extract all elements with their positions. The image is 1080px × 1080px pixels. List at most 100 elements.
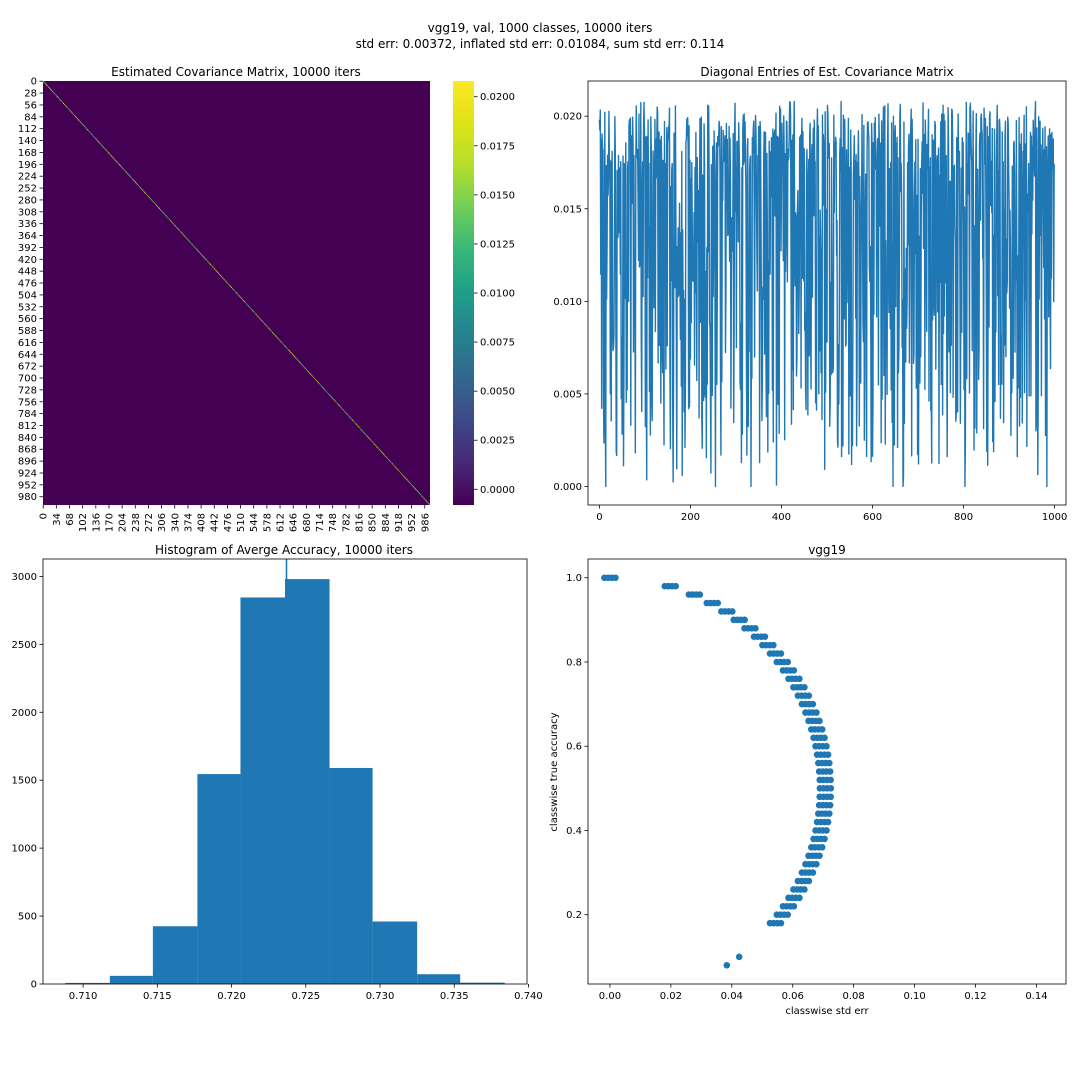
- heatmap-diagonal-cell: [98, 142, 100, 143]
- heatmap-diagonal-cell: [297, 359, 299, 361]
- heatmap-diagonal-cell: [172, 222, 174, 224]
- heatmap-diagonal-cell: [65, 105, 67, 107]
- diagonal-entries-line: [598, 100, 1055, 488]
- histogram-y-tick-label: 1500: [12, 776, 37, 787]
- heatmap-diagonal-cell: [134, 181, 136, 182]
- histogram-y-tick-label: 1000: [12, 844, 37, 855]
- scatter-title: vgg19: [808, 543, 846, 557]
- histogram-bar: [240, 597, 285, 984]
- scatter-y-tick-label: 0.4: [566, 826, 582, 837]
- heatmap-diagonal-cell: [143, 191, 145, 193]
- heatmap-y-tick-label: 840: [18, 433, 37, 444]
- heatmap-diagonal-cell: [56, 95, 58, 97]
- heatmap-diagonal-cell: [59, 98, 61, 100]
- heatmap-diagonal-cell: [109, 153, 111, 155]
- heatmap-diagonal-cell: [108, 152, 109, 154]
- heatmap-diagonal-cell: [231, 287, 233, 289]
- heatmap-diagonal-cell: [187, 239, 189, 241]
- heatmap-diagonal-cell: [400, 472, 402, 474]
- scatter-point: [809, 700, 817, 708]
- heatmap-diagonal-cell: [203, 257, 205, 259]
- heatmap-diagonal-cell: [333, 399, 335, 400]
- scatter-panel: vgg19 classwise std err classwise true a…: [549, 543, 1067, 1017]
- heatmap-x-tick-label: 850: [368, 513, 379, 532]
- heatmap-diagonal-cell: [169, 219, 171, 221]
- heatmap-diagonal-cell: [336, 402, 338, 404]
- heatmap-diagonal-cell: [417, 491, 419, 493]
- heatmap-diagonal-cell: [222, 277, 224, 279]
- heatmap-diagonal-cell: [358, 426, 360, 428]
- heatmap-diagonal-cell: [138, 185, 140, 187]
- scatter-point: [826, 768, 834, 775]
- heatmap-diagonal-cell: [106, 150, 108, 152]
- figure-suptitle: vgg19, val, 1000 classes, 10000 iters st…: [0, 20, 1080, 52]
- heatmap-diagonal-cell: [183, 234, 184, 236]
- heatmap-y-tick-label: 784: [18, 409, 37, 420]
- heatmap-diagonal-cell: [126, 172, 128, 174]
- heatmap-diagonal-cell: [292, 354, 294, 355]
- heatmap-diagonal-cell: [186, 237, 188, 239]
- heatmap-diagonal-cell: [93, 136, 95, 138]
- heatmap-diagonal-cell: [342, 409, 344, 411]
- heatmap-diagonal-cell: [71, 112, 73, 114]
- heatmap-diagonal-cell: [402, 475, 404, 477]
- scatter-point: [821, 734, 828, 742]
- scatter-x-tick-label: 0.02: [660, 991, 682, 1002]
- heatmap-diagonal-cell: [258, 316, 260, 318]
- heatmap-y-tick-label: 952: [18, 480, 37, 491]
- heatmap-x-tick-label: 986: [420, 513, 431, 532]
- heatmap-diagonal-cell: [365, 434, 367, 436]
- heatmap-diagonal-cell: [225, 281, 227, 283]
- heatmap-diagonal-cell: [291, 353, 293, 355]
- scatter-point: [813, 860, 820, 868]
- scatter-point: [777, 919, 785, 927]
- heatmap-diagonal-cell: [205, 259, 207, 260]
- heatmap-diagonal-cell: [267, 326, 269, 328]
- scatter-point: [827, 776, 834, 784]
- heatmap-diagonal-cell: [307, 371, 309, 372]
- heatmap-diagonal-cell: [399, 471, 401, 473]
- heatmap-diagonal-cell: [212, 266, 214, 268]
- heatmap-diagonal-cell: [248, 306, 250, 308]
- heatmap-diagonal-cell: [412, 486, 414, 488]
- colorbar-tick-label: 0.0100: [480, 289, 515, 300]
- scatter-y-tick-label: 0.2: [566, 910, 582, 921]
- heatmap-diagonal-cell: [304, 367, 306, 369]
- colorbar-tick-label: 0.0000: [480, 485, 515, 496]
- heatmap-diagonal-cell: [220, 275, 222, 277]
- scatter-point: [741, 616, 748, 624]
- heatmap-diagonal-cell: [334, 399, 335, 401]
- heatmap-diagonal-cell: [121, 167, 123, 169]
- histogram-x-tick-label: 0.735: [440, 991, 469, 1002]
- heatmap-diagonal-cell: [415, 488, 417, 490]
- heatmap-diagonal-cell: [216, 270, 218, 272]
- heatmap-x-tick-label: 306: [157, 513, 168, 532]
- heatmap-diagonal-cell: [328, 393, 330, 395]
- heatmap-y-tick-label: 168: [18, 148, 37, 159]
- heatmap-diagonal-cell: [259, 318, 261, 320]
- heatmap-diagonal-cell: [377, 447, 379, 449]
- heatmap-diagonal-cell: [419, 493, 421, 495]
- heatmap-diagonal-cell: [279, 340, 281, 342]
- heatmap-diagonal-cell: [345, 412, 347, 414]
- heatmap-diagonal-cell: [269, 329, 271, 331]
- heatmap-diagonal-cell: [87, 129, 89, 131]
- heatmap-diagonal-cell: [145, 192, 147, 194]
- heatmap-diagonal-cell: [423, 498, 425, 500]
- heatmap-diagonal-cell: [123, 169, 125, 171]
- scatter-point: [824, 751, 832, 758]
- scatter-axes-frame: [587, 558, 1067, 985]
- heatmap-diagonal-cell: [350, 417, 352, 419]
- heatmap-diagonal-cell: [160, 209, 162, 211]
- heatmap-diagonal-cell: [323, 388, 325, 390]
- heatmap-diagonal-cell: [289, 351, 291, 353]
- heatmap-diagonal-cell: [173, 223, 174, 225]
- heatmap-diagonal-cell: [142, 190, 144, 192]
- heatmap-diagonal-cell: [244, 301, 246, 303]
- histogram-y-tick-label: 0: [31, 980, 37, 991]
- heatmap-diagonal-cell: [349, 416, 351, 418]
- histogram-y-tick-label: 2500: [12, 640, 37, 651]
- heatmap-diagonal-cell: [202, 255, 204, 257]
- heatmap-diagonal-cell: [382, 453, 384, 455]
- heatmap-y-tick-label: 224: [18, 172, 37, 183]
